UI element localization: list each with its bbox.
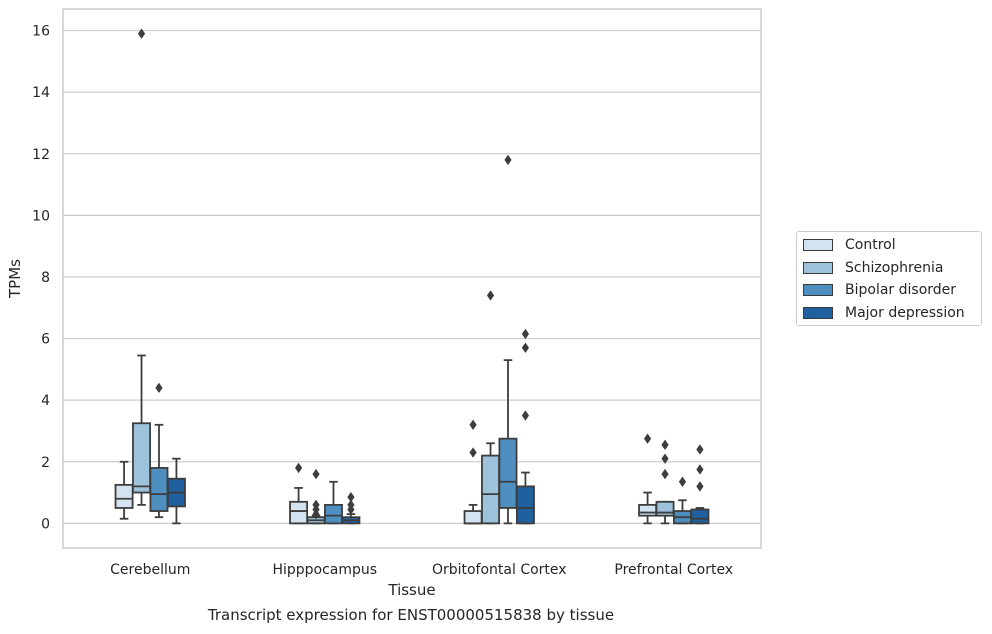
x-tick-label: Orbitofontal Cortex xyxy=(432,562,567,578)
outlier-point xyxy=(643,433,652,444)
box-schizophrenia xyxy=(481,290,500,525)
box-major-depression xyxy=(690,444,710,525)
y-tick-label: 14 xyxy=(32,85,50,101)
box-schizophrenia xyxy=(655,439,675,525)
outlier-point xyxy=(312,468,320,480)
box-iqr xyxy=(149,467,169,512)
x-tick-labels: Cerebellum Hipppocampus Orbitofontal Corte… xyxy=(110,562,733,578)
x-tick-label: Cerebellum xyxy=(110,562,190,578)
y-tick-label: 12 xyxy=(32,147,50,163)
y-tick-label: 0 xyxy=(41,516,50,532)
outlier-point xyxy=(661,439,669,451)
figure-caption: Transcript expression for ENST0000051583… xyxy=(207,606,615,624)
legend-swatch xyxy=(803,239,833,251)
box-major-depression xyxy=(515,328,535,525)
legend-item: Schizophrenia xyxy=(803,258,943,278)
box-iqr xyxy=(515,485,535,525)
box-bipolar-disorder xyxy=(673,476,692,525)
outlier-point xyxy=(696,464,704,475)
box-iqr xyxy=(114,483,134,509)
outlier-point xyxy=(137,28,146,39)
outlier-point xyxy=(661,468,669,480)
legend-label: Bipolar disorder xyxy=(845,282,957,298)
box-iqr xyxy=(324,503,343,525)
legend-label: Control xyxy=(845,237,896,253)
y-tick-label: 10 xyxy=(32,208,50,224)
outlier-point xyxy=(469,419,477,430)
y-tick-label: 4 xyxy=(41,393,50,409)
outlier-point xyxy=(347,491,355,503)
box-iqr xyxy=(463,510,483,525)
box-control xyxy=(289,462,309,525)
box-schizophrenia xyxy=(132,28,151,506)
box-plots xyxy=(114,28,710,525)
y-tick-label: 16 xyxy=(32,24,50,40)
legend-label: Schizophrenia xyxy=(845,259,944,276)
grid-lines xyxy=(63,29,761,524)
box-major-depression xyxy=(166,457,186,525)
y-tick-label: 2 xyxy=(41,455,50,471)
box-control xyxy=(463,419,483,525)
legend-swatch xyxy=(803,261,833,274)
box-iqr xyxy=(132,422,151,494)
outlier-point xyxy=(696,444,704,455)
legend: Control Schizophrenia Bipolar disorder Majo… xyxy=(796,231,982,326)
plot-frame xyxy=(62,8,762,549)
y-tick-label: 8 xyxy=(41,270,50,286)
outlier-point xyxy=(469,447,477,458)
outlier-point xyxy=(155,382,163,394)
box-control xyxy=(114,460,134,520)
outlier-point xyxy=(661,453,669,464)
outlier-point xyxy=(294,462,303,474)
outlier-point xyxy=(486,290,495,301)
outlier-point xyxy=(696,481,704,492)
box-iqr xyxy=(638,503,658,517)
outlier-point xyxy=(521,328,530,340)
legend-swatch xyxy=(803,306,833,319)
box-control xyxy=(638,433,658,525)
y-axis-label: TPMs xyxy=(6,259,24,299)
box-iqr xyxy=(289,500,309,525)
outlier-point xyxy=(678,476,687,487)
legend-item: Control xyxy=(803,235,896,255)
box-iqr xyxy=(498,437,518,509)
outlier-point xyxy=(504,154,512,166)
x-axis-label: Tissue xyxy=(387,581,435,599)
box-bipolar-disorder xyxy=(149,382,169,519)
outlier-point xyxy=(347,499,355,511)
x-tick-label: Hipppocampus xyxy=(272,562,377,578)
y-tick-labels: 0 2 4 6 8 10 12 14 16 xyxy=(32,24,50,533)
box-iqr xyxy=(481,454,500,525)
outlier-point xyxy=(521,342,530,353)
legend-swatch xyxy=(803,284,833,296)
x-tick-label: Prefrontal Cortex xyxy=(614,562,733,578)
outlier-point xyxy=(521,410,530,421)
legend-label: Major depression xyxy=(845,304,965,321)
y-tick-label: 6 xyxy=(41,332,50,348)
box-iqr xyxy=(690,508,710,525)
legend-item: Major depression xyxy=(803,303,965,323)
outlier-point xyxy=(312,499,320,511)
box-major-depression xyxy=(341,491,361,525)
box-iqr xyxy=(655,500,675,517)
legend-item: Bipolar disorder xyxy=(803,280,956,300)
box-bipolar-disorder xyxy=(498,154,518,525)
box-schizophrenia xyxy=(306,468,326,525)
box-bipolar-disorder xyxy=(324,480,343,525)
